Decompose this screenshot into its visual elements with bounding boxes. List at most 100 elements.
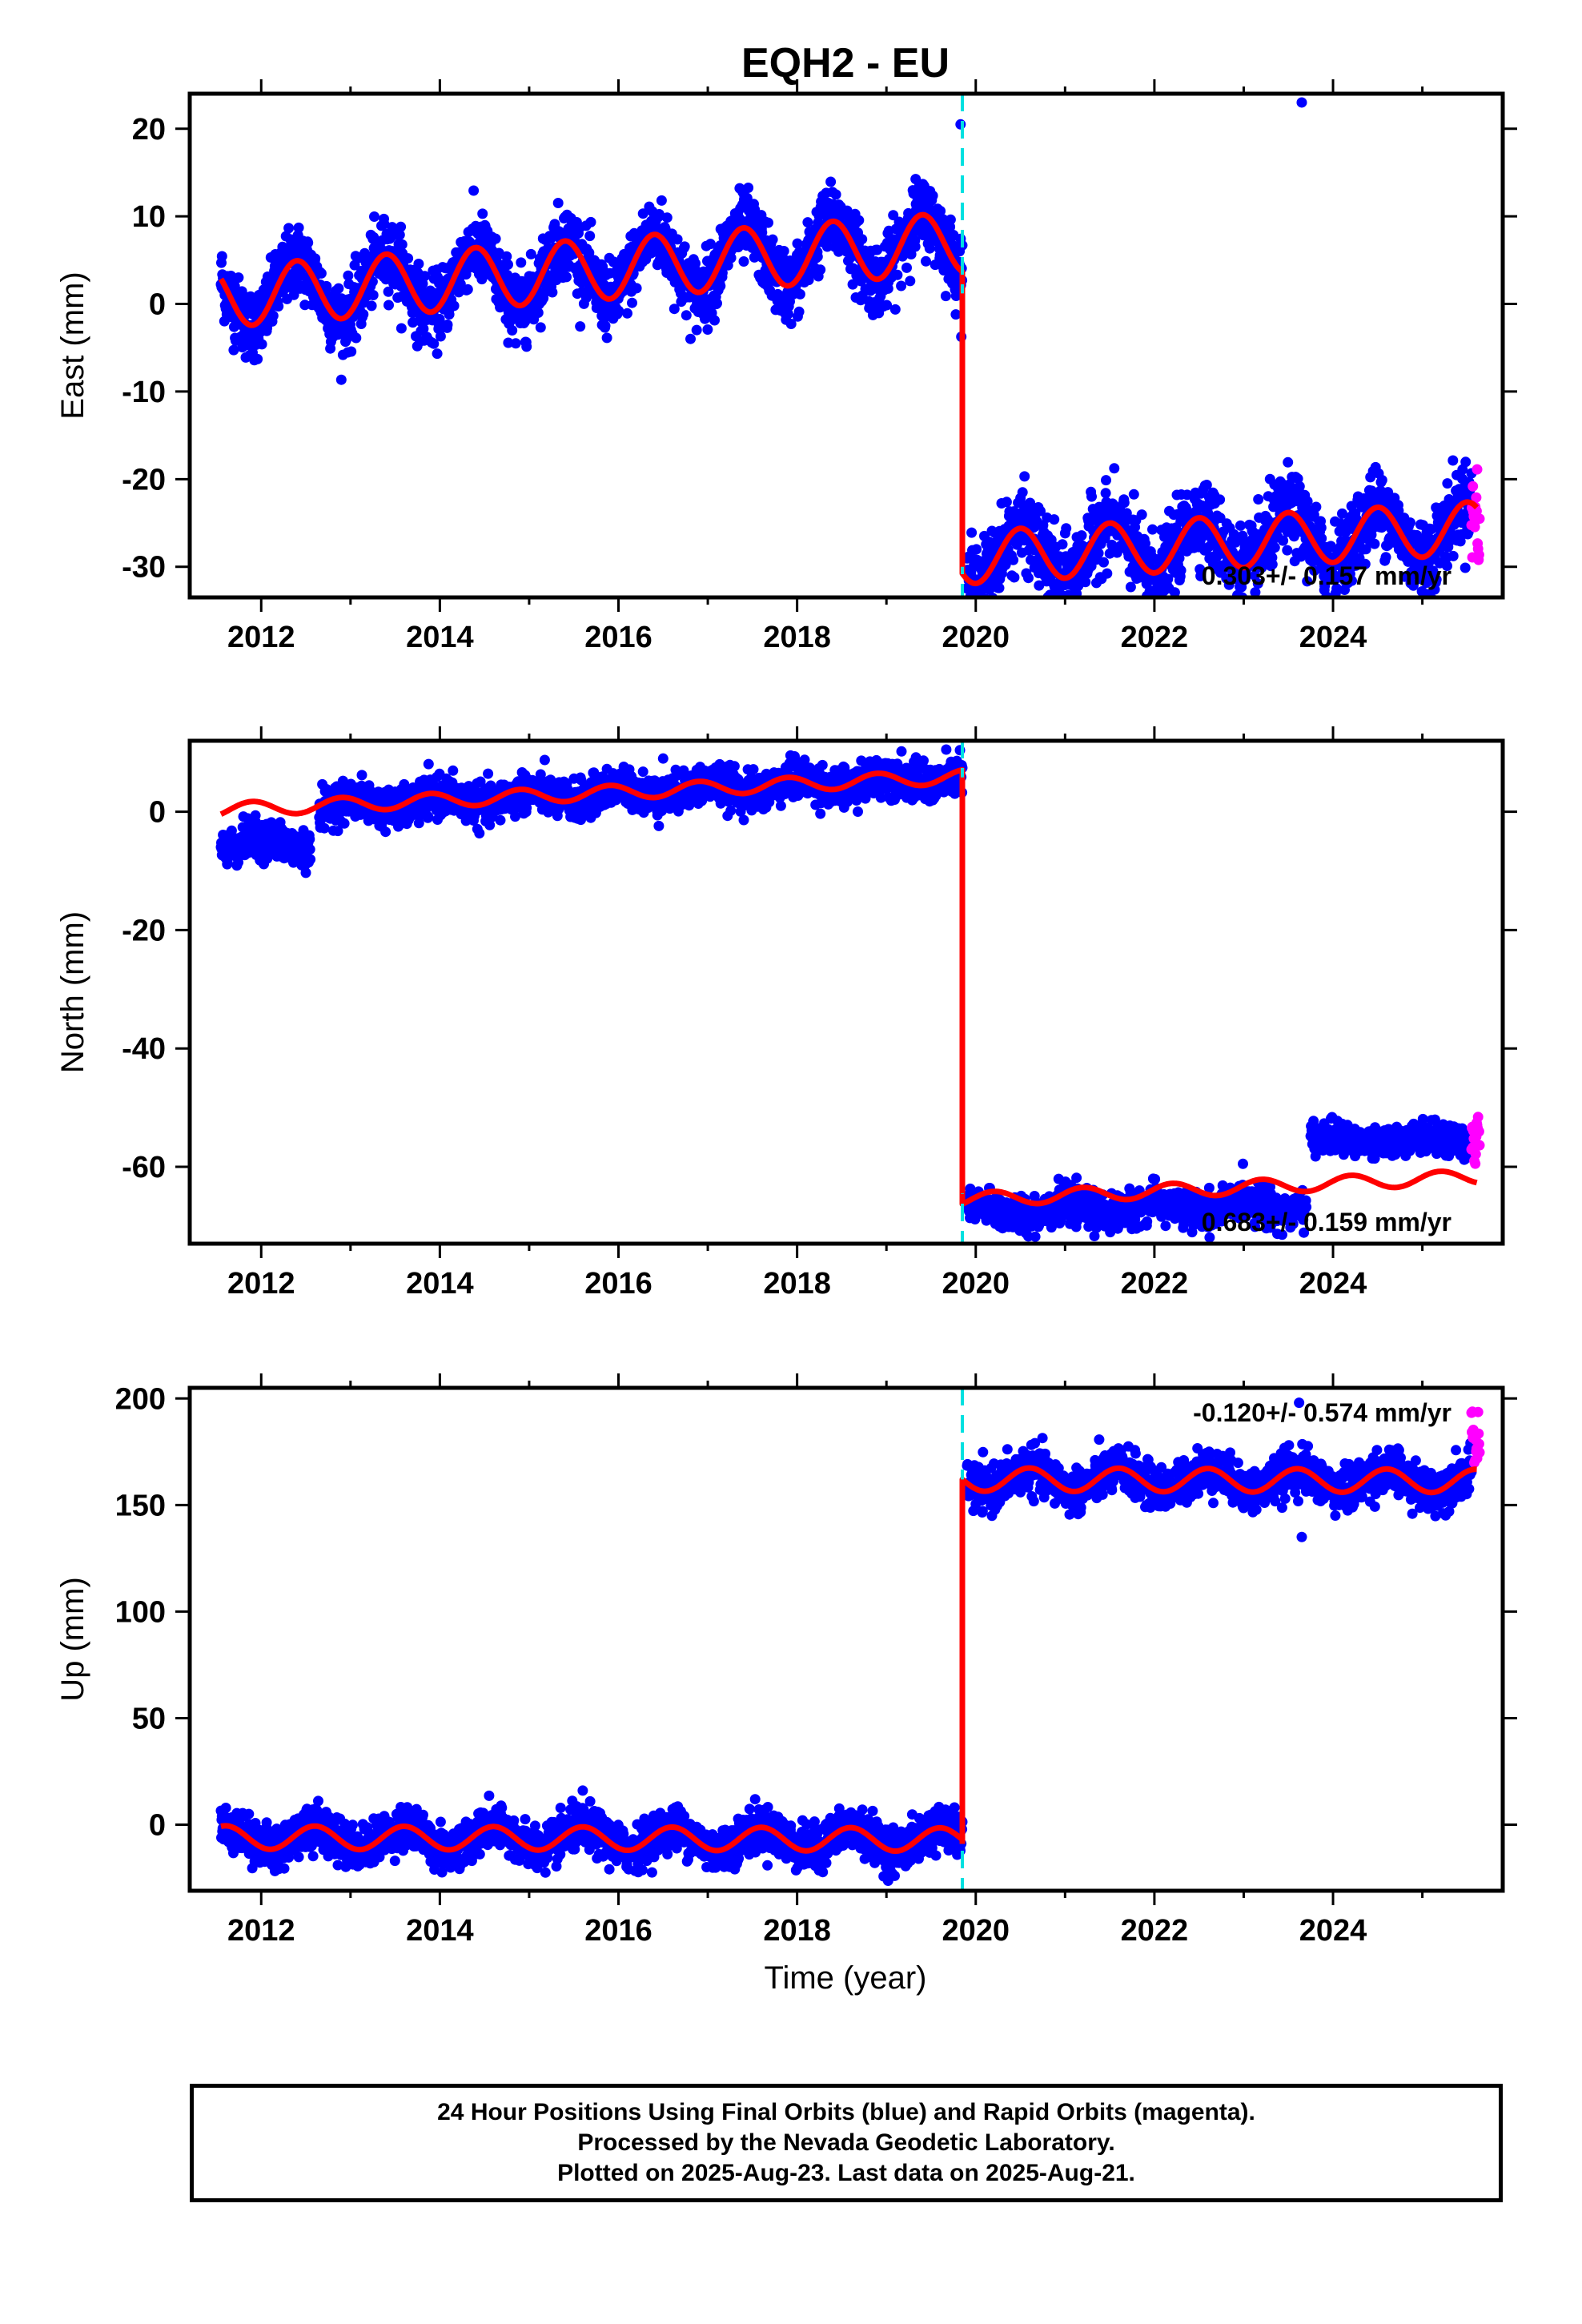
final-orbit-point	[303, 237, 314, 248]
final-orbit-point	[1076, 530, 1087, 541]
final-orbit-point	[909, 241, 921, 252]
final-orbit-point	[892, 269, 903, 280]
final-orbit-point	[1064, 618, 1074, 629]
final-orbit-point	[825, 176, 837, 187]
final-orbit-point	[1369, 538, 1380, 549]
final-orbit-point	[490, 233, 501, 244]
final-orbit-point	[971, 544, 982, 555]
final-orbit-point	[1140, 538, 1150, 549]
x-tick-label: 2024	[1299, 621, 1367, 654]
final-orbit-point	[273, 301, 284, 312]
final-orbit-point	[1128, 489, 1139, 500]
final-orbit-point	[1460, 562, 1471, 573]
final-orbit-point	[1175, 565, 1186, 576]
final-orbit-point	[872, 244, 883, 255]
final-orbit-point	[346, 346, 357, 357]
final-orbit-point	[950, 309, 962, 320]
final-orbit-point	[413, 259, 424, 269]
final-orbit-point	[1080, 577, 1091, 588]
final-orbit-point	[725, 252, 737, 263]
final-orbit-point	[1101, 475, 1111, 486]
final-orbit-point	[396, 323, 407, 334]
final-orbit-point	[396, 239, 408, 250]
final-orbit-point	[1376, 475, 1387, 485]
rapid-orbit-point	[1472, 464, 1483, 475]
final-orbit-point	[575, 321, 586, 332]
final-orbit-point	[1195, 570, 1207, 581]
final-orbit-point	[1311, 501, 1322, 513]
final-orbit-point	[785, 319, 797, 329]
final-orbit-point	[356, 770, 367, 781]
final-orbit-point	[369, 211, 379, 222]
final-orbit-point	[613, 305, 624, 316]
final-orbit-point	[229, 280, 240, 292]
final-orbit-point	[702, 324, 713, 335]
final-orbit-point	[945, 214, 956, 225]
final-orbit-point	[1269, 542, 1280, 553]
final-orbit-point	[794, 288, 805, 300]
final-orbit-point	[252, 353, 263, 364]
final-orbit-point	[379, 219, 390, 230]
y-tick-label: 0	[149, 288, 166, 322]
final-orbit-point	[532, 308, 544, 318]
final-orbit-point	[383, 286, 394, 297]
final-orbit-point	[712, 298, 722, 309]
final-orbit-point	[1118, 497, 1130, 509]
final-orbit-point	[552, 198, 564, 208]
final-orbit-point	[521, 341, 532, 352]
final-orbit-point	[1049, 514, 1060, 525]
final-orbit-point	[778, 246, 789, 256]
final-orbit-point	[435, 331, 446, 342]
final-orbit-point	[653, 209, 665, 219]
final-orbit-point	[1174, 553, 1185, 564]
final-orbit-point	[380, 826, 391, 838]
final-orbit-point	[1283, 456, 1294, 468]
final-orbit-point	[896, 280, 907, 292]
final-orbit-point	[1282, 545, 1293, 556]
final-orbit-point	[525, 248, 536, 259]
final-orbit-point	[738, 256, 749, 267]
final-orbit-point	[782, 308, 793, 320]
final-orbit-point	[1093, 548, 1104, 559]
final-orbit-point	[1017, 487, 1028, 498]
final-orbit-point	[233, 272, 244, 283]
final-orbit-point	[483, 768, 494, 779]
east-panel: 2012 2014 2016 2018 2020 2022 202420100-10-20-…	[55, 79, 1517, 654]
final-orbit-point	[821, 241, 833, 252]
final-orbit-point	[669, 304, 680, 315]
final-orbit-point	[304, 834, 315, 845]
final-orbit-point	[600, 320, 611, 332]
final-orbit-point	[293, 222, 304, 233]
y-tick-label: -30	[122, 551, 166, 585]
final-orbit-point	[547, 287, 558, 298]
final-orbit-point	[812, 251, 823, 262]
final-orbit-point	[763, 217, 773, 228]
final-orbit-point	[428, 338, 440, 349]
final-orbit-point	[1344, 605, 1355, 615]
final-orbit-point	[495, 814, 506, 826]
final-orbit-point	[802, 217, 813, 228]
final-orbit-point	[1100, 488, 1111, 499]
final-orbit-point	[1182, 489, 1193, 501]
final-orbit-point	[256, 339, 267, 350]
final-orbit-point	[1460, 456, 1472, 468]
y-tick-label: -10	[122, 376, 166, 409]
y-axis-label: East (mm)	[55, 271, 90, 419]
outlier-point	[1296, 97, 1307, 108]
final-orbit-point	[585, 216, 596, 227]
final-orbit-point	[994, 582, 1005, 593]
plot-area	[215, 741, 1485, 1244]
final-orbit-point	[938, 214, 949, 225]
final-orbit-point	[1098, 557, 1109, 568]
y-tick-label: 10	[132, 200, 166, 234]
rapid-orbit-point	[1468, 480, 1479, 492]
final-orbit-point	[881, 300, 893, 311]
final-orbit-point	[631, 283, 642, 294]
final-orbit-point	[305, 854, 316, 865]
final-orbit-point	[637, 208, 648, 219]
final-orbit-point	[672, 234, 683, 245]
final-orbit-point	[1405, 517, 1415, 529]
final-orbit-point	[339, 818, 350, 829]
final-orbit-point	[622, 308, 632, 319]
final-orbit-point	[448, 765, 459, 776]
